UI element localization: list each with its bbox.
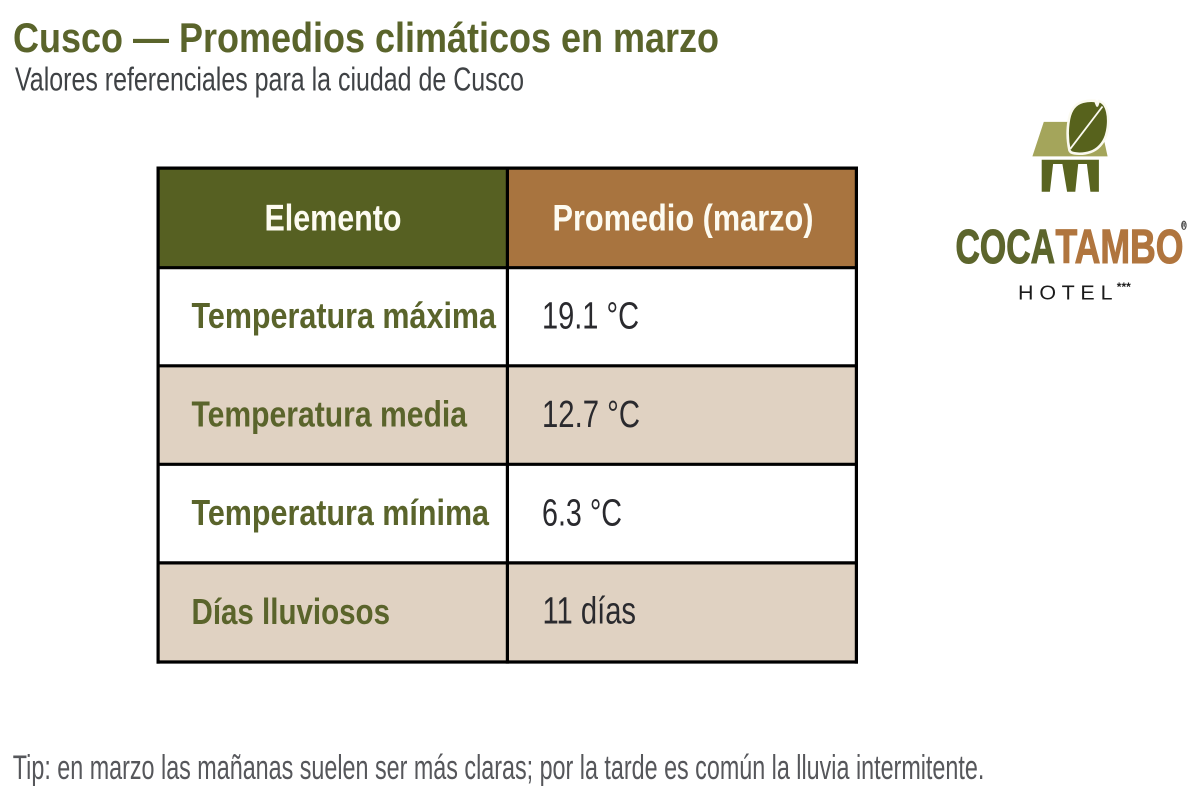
svg-text:12.7 °C: 12.7 °C <box>542 394 640 436</box>
svg-text:Días lluviosos: Días lluviosos <box>192 591 391 632</box>
svg-text:Cusco — Promedios climáticos e: Cusco — Promedios climáticos en marzo <box>13 14 719 61</box>
svg-text:Tip: en marzo las mañanas suel: Tip: en marzo las mañanas suelen ser más… <box>13 749 985 787</box>
svg-text:Elemento: Elemento <box>265 197 402 238</box>
svg-text:19.1 °C: 19.1 °C <box>542 296 639 338</box>
svg-text:Promedio (marzo): Promedio (marzo) <box>553 197 814 238</box>
svg-text:Temperatura media: Temperatura media <box>192 394 468 435</box>
svg-text:H O T E L: H O T E L <box>1018 283 1113 305</box>
svg-text:Temperatura máxima: Temperatura máxima <box>192 295 497 336</box>
svg-text:COCA: COCA <box>956 221 1056 274</box>
svg-text:6.3 °C: 6.3 °C <box>542 493 622 535</box>
svg-text:***: *** <box>1117 280 1131 294</box>
svg-text:Temperatura mínima: Temperatura mínima <box>192 492 490 533</box>
svg-text:11 días: 11 días <box>543 591 637 633</box>
svg-text:Valores referenciales para la: Valores referenciales para la ciudad de … <box>15 60 524 97</box>
svg-text:TAMBO: TAMBO <box>1056 221 1184 274</box>
